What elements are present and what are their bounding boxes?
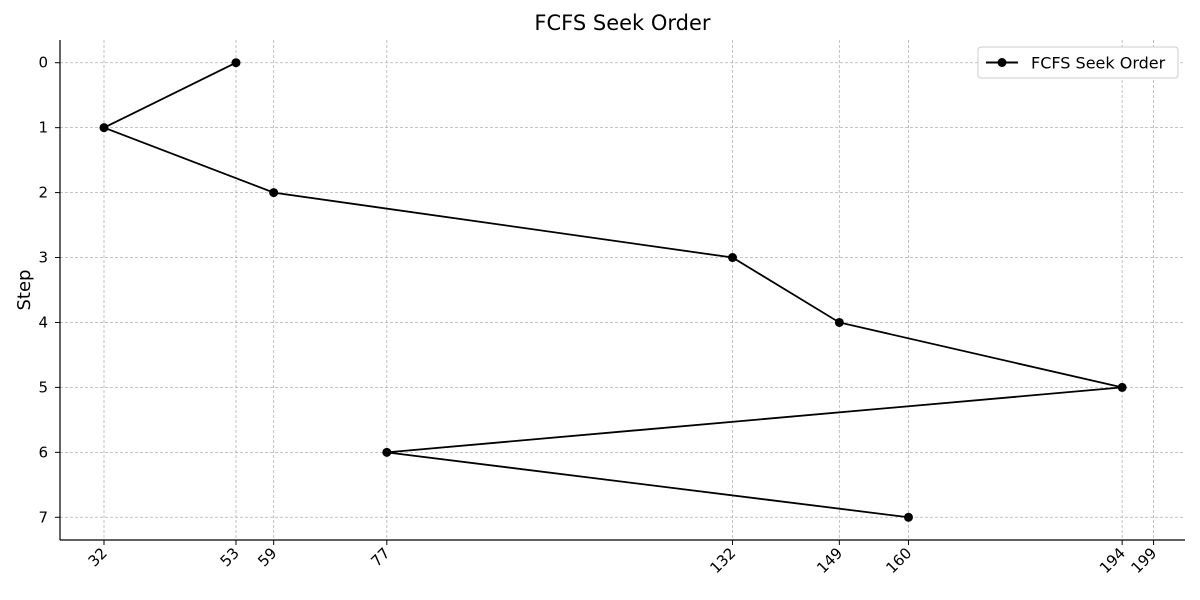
x-tick-label-32: 32 — [85, 544, 111, 570]
y-tick-label-1: 1 — [38, 119, 48, 137]
x-tick-label-132: 132 — [706, 544, 739, 577]
x-tick-label-77: 77 — [367, 544, 393, 570]
data-point-step-7 — [903, 512, 913, 522]
x-tick-label-59: 59 — [254, 544, 280, 570]
grid-layer — [60, 40, 1185, 540]
data-point-step-5 — [1117, 382, 1127, 392]
x-tick-label-194: 194 — [1096, 544, 1129, 577]
data-point-step-1 — [99, 123, 109, 133]
legend-box — [977, 46, 1179, 79]
y-tick-label-7: 7 — [38, 508, 48, 526]
y-tick-label-6: 6 — [38, 443, 48, 461]
legend-marker-swatch — [997, 58, 1007, 67]
y-tick-label-4: 4 — [38, 313, 48, 331]
legend-entry-fcfs-seek-order: FCFS Seek Order — [1031, 54, 1166, 73]
data-point-step-3 — [727, 253, 737, 263]
data-point-step-2 — [269, 188, 279, 198]
data-point-step-0 — [231, 58, 241, 68]
axes-layer — [59, 40, 1185, 541]
y-tick-label-3: 3 — [38, 249, 48, 267]
data-point-step-4 — [834, 317, 844, 327]
y-axis-label: Step — [14, 270, 35, 311]
chart-title: FCFS Seek Order — [534, 11, 711, 35]
x-tick-label-149: 149 — [813, 544, 846, 577]
x-tick-label-199: 199 — [1127, 544, 1160, 577]
y-tick-label-2: 2 — [38, 184, 48, 202]
series-line-0 — [101, 61, 1123, 519]
data-point-step-6 — [382, 447, 392, 457]
series-layer — [99, 58, 1127, 522]
legend: FCFS Seek Order — [977, 46, 1179, 79]
y-tick-label-5: 5 — [38, 378, 48, 396]
y-tick-label-0: 0 — [38, 54, 48, 72]
x-tick-label-160: 160 — [882, 544, 915, 577]
x-tick-label-53: 53 — [217, 544, 243, 570]
